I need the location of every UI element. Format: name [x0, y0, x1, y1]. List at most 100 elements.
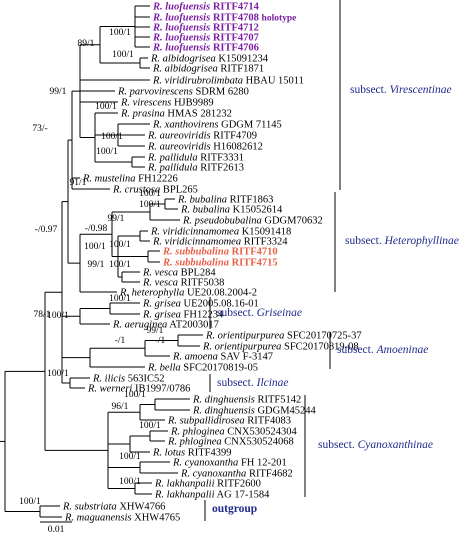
support-value: 100/1	[109, 28, 131, 38]
species: R. phloginea	[167, 437, 222, 448]
support-value: 100/1	[47, 311, 69, 321]
species: R. xanthovirens	[152, 120, 219, 131]
species: R. crustosa	[112, 185, 160, 196]
taxon-label: R. aureoviridis RITF4709	[147, 131, 257, 142]
voucher: RITF4712	[213, 23, 259, 34]
taxon-label: R. luofuensis RITF4712	[152, 23, 259, 34]
taxon-label: R. luofuensis RITF4707	[152, 33, 259, 44]
support-value: 91/1	[70, 178, 87, 188]
voucher: SAV F-3147	[221, 352, 273, 363]
taxon-label: R. orientipurpurea SFC20170819-08	[202, 342, 359, 353]
voucher: H16082612	[213, 142, 263, 153]
species: R. luofuensis	[152, 23, 210, 34]
species: R. cyanoxantha	[172, 458, 238, 469]
support-value: 100/1	[119, 477, 141, 487]
taxon-label: R. lakhanpalii RITF2600	[154, 479, 261, 490]
species: R. prasina	[120, 109, 165, 120]
voucher: RITF4709	[213, 131, 257, 142]
species: R. aeruginea	[112, 320, 167, 331]
species: R. pallidula	[147, 163, 198, 174]
taxon-label: R. subbubalina RITF4710	[162, 247, 278, 258]
taxon-label: R. vesca BPL284	[142, 268, 216, 279]
voucher: FH12226	[138, 174, 178, 185]
clade-label: subsect. Amoeninae	[337, 344, 428, 356]
clade-label: outgroup	[212, 503, 257, 515]
species: R. lotus	[152, 448, 185, 459]
clade-name: Ilcinae	[256, 377, 289, 389]
taxon-label: R. subbubalina RITF4715	[162, 258, 278, 269]
clade-prefix: subsect.	[350, 84, 387, 96]
support-value: 100/1	[84, 242, 106, 252]
support-value: 100/1	[109, 260, 131, 270]
voucher: RITF4706	[213, 43, 259, 54]
taxon-label: R. parvovirescens SDRM 6280	[117, 87, 249, 98]
voucher: K15091418	[242, 227, 292, 238]
species: R. vesca	[142, 278, 178, 289]
taxon-label: R. heterophylla UE20.08.2004-2	[119, 288, 257, 299]
clade-prefix: subsect.	[337, 344, 374, 356]
clade-label: subsect. Griseinae	[217, 307, 302, 319]
taxon-label: R. aeruginea AT2003017	[112, 320, 219, 331]
species: R. aureoviridis	[147, 131, 211, 142]
taxon-label: R. maguanensis XHW4765	[64, 513, 180, 524]
taxon-label: R. pallidula RITF3331	[147, 153, 244, 164]
species: R. phloginea	[170, 427, 225, 438]
taxon-label: R. grisea UE2005.08.16-01	[142, 299, 259, 310]
voucher: RITF4399	[188, 448, 232, 459]
support-value: 100/1	[95, 102, 117, 112]
voucher: IB1997/0786	[135, 384, 190, 395]
support-value: 100/1	[119, 452, 141, 462]
clade-prefix: subsect.	[217, 307, 254, 319]
taxon-label: R. grisea FH12234	[142, 310, 224, 321]
taxon-label: R. amoena SAV F-3147	[172, 352, 273, 363]
species: R. cyanoxantha	[180, 469, 246, 480]
clade-prefix: subsect.	[217, 377, 254, 389]
voucher: RITF4707	[213, 33, 259, 44]
taxon-label: R. luofuensis RITF4714	[152, 2, 260, 13]
support-value: 100/1	[96, 147, 118, 157]
voucher: RITF1871	[220, 64, 264, 75]
voucher: GDGM45244	[257, 406, 316, 417]
species: R. dinghuensis	[192, 395, 255, 406]
species: R. viridicinnamomea	[150, 227, 239, 238]
voucher: GDGM70632	[264, 216, 322, 227]
taxon-label: R. aureoviridis H16082612	[147, 142, 263, 153]
voucher: AT2003017	[169, 320, 219, 331]
species: R. luofuensis	[152, 43, 210, 54]
species: R. lakhanpalii	[154, 479, 215, 490]
support-value: 100/1	[101, 132, 123, 142]
clade-label: subsect. Ilcinae	[217, 377, 289, 389]
voucher: RITF3324	[244, 237, 289, 248]
voucher: RITF3331	[200, 153, 244, 164]
support-value: 99/1	[88, 260, 105, 270]
clade-name: outgroup	[212, 503, 257, 515]
species: R. ilicis	[92, 374, 125, 385]
support-value: -/0.98	[85, 224, 108, 234]
species: R. viridicinnamomea	[152, 237, 241, 248]
clade-name: Virescentinae	[390, 84, 452, 96]
taxon-label: R. ilicis 563IC52	[92, 374, 164, 385]
voucher: AG 17-1584	[217, 490, 271, 501]
voucher: RITF4083	[247, 416, 291, 427]
taxon-label: R. viridicinnamomea RITF3324	[152, 237, 288, 248]
species: R. subbubalina	[162, 258, 229, 269]
taxon-label: R. viridicinnamomea K15091418	[150, 227, 291, 238]
voucher: SDRM 6280	[195, 87, 248, 98]
taxon-label: R. albidogrisea RITF1871	[152, 64, 264, 75]
clade-prefix: subsect.	[345, 235, 382, 247]
voucher: XHW4765	[134, 513, 180, 524]
voucher: CNX530524068	[224, 437, 293, 448]
clade-name: Heterophyllinae	[384, 235, 459, 247]
clade-name: Amoeninae	[376, 344, 429, 356]
voucher: RITF4715	[232, 258, 278, 269]
taxon-label: R. bella SFC20170819-05	[147, 363, 258, 374]
support-value: -/0.97	[35, 225, 58, 235]
taxon-label: R. phloginea CNX530524068	[167, 437, 294, 448]
voucher: HBAU 15011	[246, 76, 304, 87]
species: R. werneri	[87, 384, 132, 395]
species: R. bubalina	[177, 195, 227, 206]
species: R. luofuensis	[152, 2, 210, 13]
voucher: HJB9989	[174, 98, 214, 109]
voucher: SFC20170725-37	[287, 331, 362, 342]
